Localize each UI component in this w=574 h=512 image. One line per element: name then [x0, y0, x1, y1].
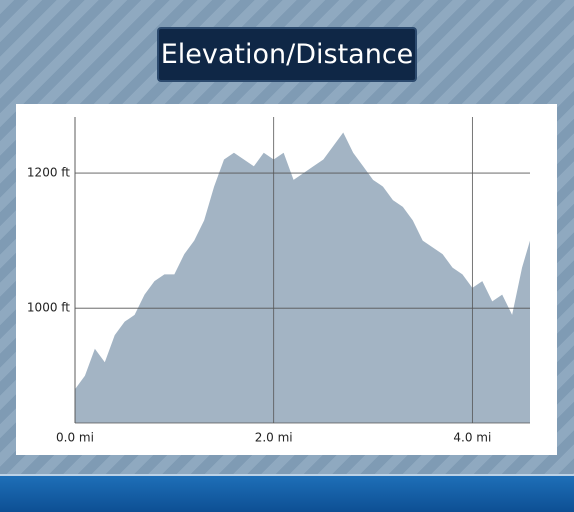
elevation-area [75, 132, 530, 423]
x-tick-label: 0.0 mi [56, 431, 94, 445]
x-tick-label: 4.0 mi [453, 431, 491, 445]
bottom-bar [0, 474, 574, 512]
y-tick-label: 1000 ft [27, 301, 70, 315]
y-tick-label: 1200 ft [27, 166, 70, 180]
title-button: Elevation/Distance [157, 27, 417, 82]
x-tick-label: 2.0 mi [255, 431, 293, 445]
